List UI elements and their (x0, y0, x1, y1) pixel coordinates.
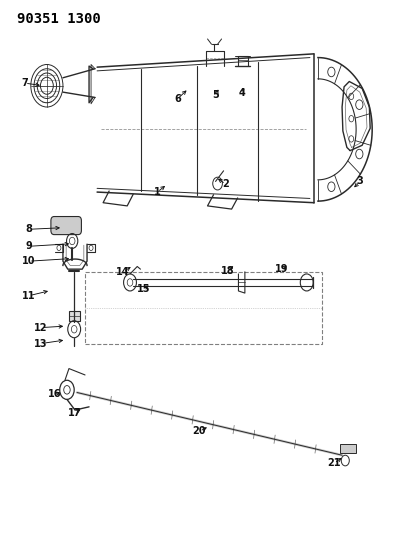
Text: 15: 15 (137, 284, 150, 294)
Text: 21: 21 (327, 458, 341, 468)
Text: 10: 10 (22, 256, 35, 266)
Text: 11: 11 (22, 290, 35, 301)
Text: 16: 16 (48, 389, 62, 399)
Text: 20: 20 (193, 426, 206, 437)
Text: 14: 14 (116, 267, 130, 277)
Text: 12: 12 (34, 322, 48, 333)
Text: 90351 1300: 90351 1300 (17, 12, 100, 27)
Text: 1: 1 (154, 187, 161, 197)
Text: 18: 18 (221, 266, 235, 276)
Text: 9: 9 (25, 241, 32, 251)
Text: 5: 5 (212, 90, 219, 100)
Bar (69, 311, 80, 321)
Text: 6: 6 (174, 94, 181, 104)
Text: 17: 17 (68, 408, 82, 418)
FancyBboxPatch shape (51, 216, 81, 235)
Text: 2: 2 (222, 179, 229, 189)
Text: 8: 8 (25, 224, 32, 235)
Text: 7: 7 (21, 78, 28, 88)
Text: 4: 4 (238, 88, 245, 98)
Text: 19: 19 (275, 264, 289, 274)
Bar (340, 444, 356, 453)
Text: 3: 3 (357, 176, 364, 187)
Text: 13: 13 (34, 338, 48, 349)
